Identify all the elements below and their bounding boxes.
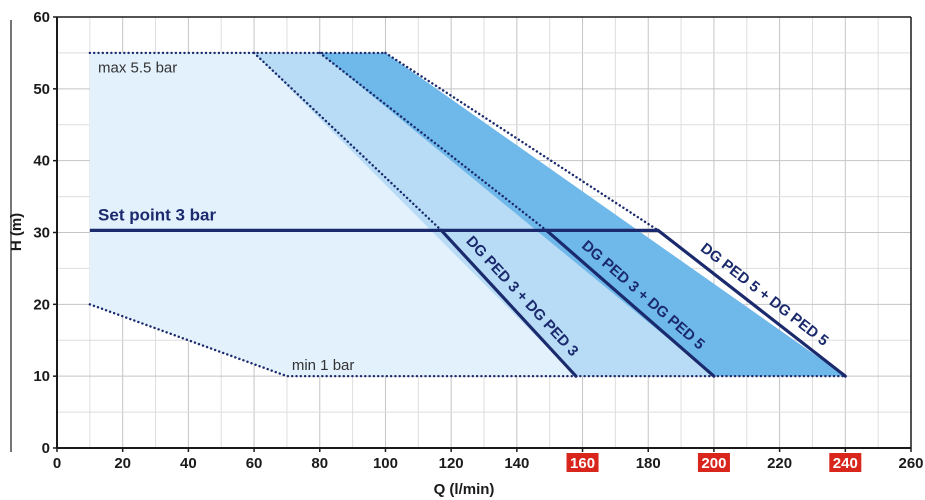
max-pressure-label: max 5.5 bar <box>98 59 177 76</box>
region-2 <box>254 52 714 377</box>
y-tick-labels: 0 10 20 30 40 50 60 <box>33 9 57 457</box>
series-line-1 <box>439 228 578 378</box>
y-tick-label: 40 <box>33 153 50 170</box>
x-tick-label: 120 <box>439 455 464 472</box>
y-tick-label: 60 <box>33 9 50 26</box>
x-tick-label: 0 <box>53 455 61 472</box>
y-tick-label: 30 <box>33 225 50 242</box>
x-tick-highlight <box>566 453 599 472</box>
region-1 <box>89 52 576 377</box>
series-line-3 <box>656 228 847 378</box>
y-tick-label: 50 <box>33 81 50 98</box>
series-line-2 <box>544 228 716 378</box>
dotted-boundary <box>318 51 548 232</box>
dotted-boundary <box>88 303 847 378</box>
y-tick-label: 0 <box>42 440 50 457</box>
x-tick-label: 40 <box>180 455 197 472</box>
x-tick-label: 100 <box>373 455 398 472</box>
x-tick-label: 60 <box>246 455 263 472</box>
x-tick-label: 160 <box>570 455 595 472</box>
series-group <box>439 228 847 378</box>
x-axis-title: Q (l/min) <box>434 481 495 498</box>
x-tick-label: 240 <box>833 455 858 472</box>
set-point-label: Set point 3 bar <box>98 205 216 224</box>
x-tick-labels: 0 20 40 60 80 100 120 140 160 180 200 220 240 260 <box>53 448 924 472</box>
y-tick-label: 10 <box>33 368 50 385</box>
region-boundaries <box>88 51 847 378</box>
x-tick-label: 220 <box>767 455 792 472</box>
x-tick-label: 20 <box>114 455 131 472</box>
y-tick-label: 20 <box>33 296 50 313</box>
region-3 <box>319 52 846 377</box>
dotted-boundary <box>252 51 443 232</box>
x-tick-highlight <box>829 453 862 472</box>
x-tick-label: 140 <box>504 455 529 472</box>
x-tick-label: 260 <box>898 455 923 472</box>
min-pressure-label: min 1 bar <box>292 357 355 374</box>
regions <box>89 52 846 377</box>
x-tick-label: 180 <box>636 455 661 472</box>
x-tick-label: 200 <box>701 455 726 472</box>
x-tick-label: 80 <box>311 455 328 472</box>
x-tick-highlight <box>697 453 730 472</box>
dotted-boundary <box>384 51 660 232</box>
y-axis-title: H (m) <box>8 213 25 251</box>
